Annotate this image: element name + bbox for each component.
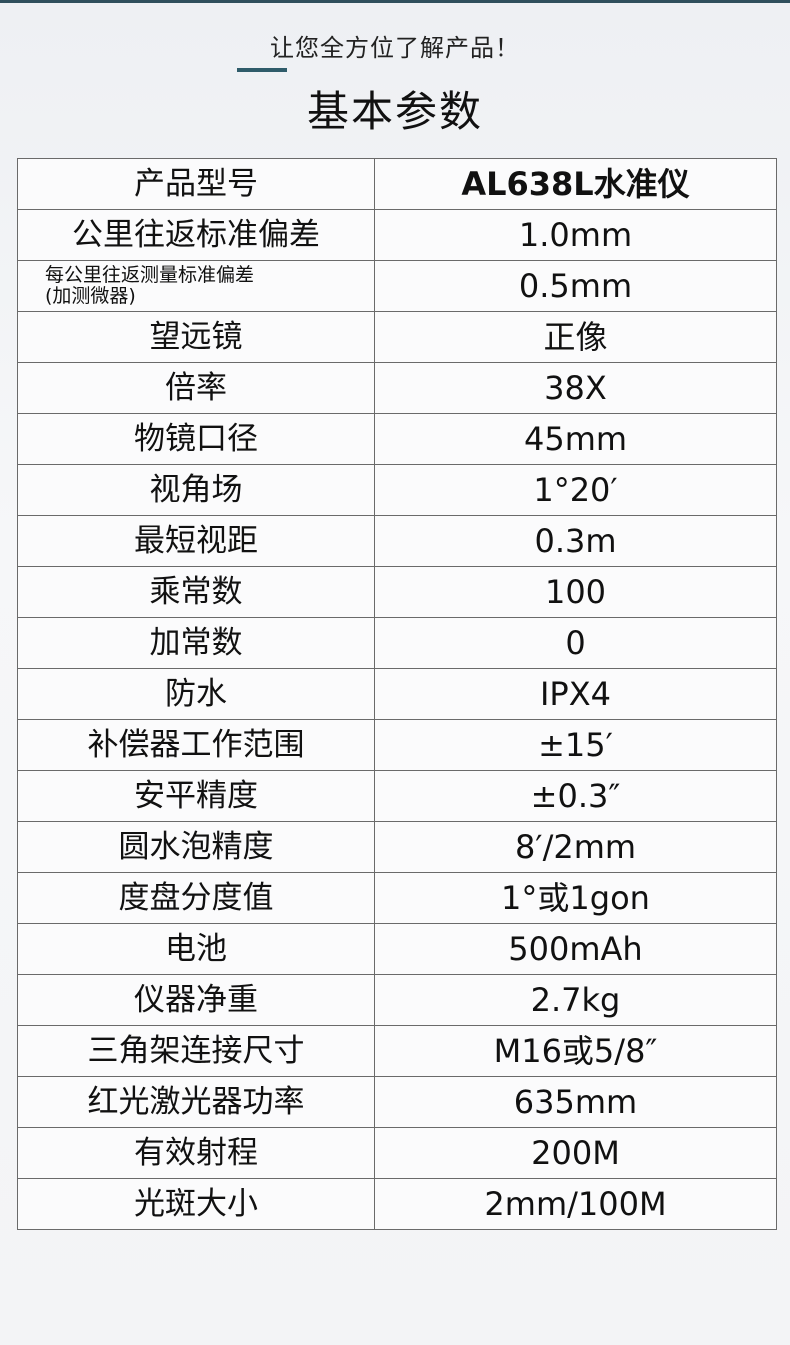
table-row: 安平精度 ±0.3″ [17, 770, 777, 822]
subtitle: 让您全方位了解产品！ [270, 34, 520, 62]
spec-label: 视角场 [17, 464, 375, 516]
table-row: 每公里往返测量标准偏差 (加测微器) 0.5mm [17, 260, 777, 312]
spec-value: AL638L水准仪 [374, 158, 777, 210]
spec-value: 38X [374, 362, 777, 414]
spec-label: 仪器净重 [17, 974, 375, 1026]
table-row: 有效射程 200M [17, 1127, 777, 1179]
table-row: 最短视距 0.3m [17, 515, 777, 567]
spec-label: 圆水泡精度 [17, 821, 375, 873]
top-border [0, 0, 790, 3]
table-row: 加常数 0 [17, 617, 777, 669]
table-row: 视角场 1°20′ [17, 464, 777, 516]
spec-value: 2mm/100M [374, 1178, 777, 1230]
spec-label: 有效射程 [17, 1127, 375, 1179]
page-title: 基本参数 [306, 87, 483, 136]
spec-label: 公里往返标准偏差 [17, 209, 375, 261]
spec-value: 0.3m [374, 515, 777, 567]
spec-label: 补偿器工作范围 [17, 719, 375, 771]
divider [237, 68, 287, 72]
table-row: 红光激光器功率 635mm [17, 1076, 777, 1128]
spec-label: 红光激光器功率 [17, 1076, 375, 1128]
spec-value: M16或5/8″ [374, 1025, 777, 1077]
spec-value: ±0.3″ [374, 770, 777, 822]
spec-value: 0 [374, 617, 777, 669]
table-row: 三角架连接尺寸 M16或5/8″ [17, 1025, 777, 1077]
table-row: 产品型号 AL638L水准仪 [17, 158, 777, 210]
spec-label: 每公里往返测量标准偏差 (加测微器) [17, 260, 375, 312]
spec-label-line: 每公里往返测量标准偏差 [45, 264, 255, 287]
spec-label: 最短视距 [17, 515, 375, 567]
spec-value: 1°20′ [374, 464, 777, 516]
spec-value: ±15′ [374, 719, 777, 771]
spec-value: 1.0mm [374, 209, 777, 261]
spec-value: 2.7kg [374, 974, 777, 1026]
spec-label: 物镜口径 [17, 413, 375, 465]
spec-label-note: (加测微器) [45, 285, 136, 307]
spec-label: 安平精度 [17, 770, 375, 822]
spec-value: 正像 [374, 311, 777, 363]
table-row: 仪器净重 2.7kg [17, 974, 777, 1026]
spec-label: 望远镜 [17, 311, 375, 363]
table-row: 乘常数 100 [17, 566, 777, 618]
spec-table: 产品型号 AL638L水准仪 公里往返标准偏差 1.0mm 每公里往返测量标准偏差 (加测… [17, 158, 777, 1230]
spec-label: 电池 [17, 923, 375, 975]
spec-label: 乘常数 [17, 566, 375, 618]
table-row: 光斑大小 2mm/100M [17, 1178, 777, 1230]
spec-label: 三角架连接尺寸 [17, 1025, 375, 1077]
spec-value: IPX4 [374, 668, 777, 720]
spec-value: 45mm [374, 413, 777, 465]
spec-label: 防水 [17, 668, 375, 720]
spec-value: 200M [374, 1127, 777, 1179]
spec-value: 1°或1gon [374, 872, 777, 924]
table-row: 电池 500mAh [17, 923, 777, 975]
spec-label: 产品型号 [17, 158, 375, 210]
spec-value: 0.5mm [374, 260, 777, 312]
table-row: 物镜口径 45mm [17, 413, 777, 465]
table-row: 度盘分度值 1°或1gon [17, 872, 777, 924]
spec-value: 500mAh [374, 923, 777, 975]
spec-value: 100 [374, 566, 777, 618]
table-row: 倍率 38X [17, 362, 777, 414]
spec-value: 8′/2mm [374, 821, 777, 873]
table-row: 望远镜 正像 [17, 311, 777, 363]
spec-label: 度盘分度值 [17, 872, 375, 924]
spec-label: 倍率 [17, 362, 375, 414]
spec-label: 光斑大小 [17, 1178, 375, 1230]
table-row: 补偿器工作范围 ±15′ [17, 719, 777, 771]
table-row: 公里往返标准偏差 1.0mm [17, 209, 777, 261]
table-row: 防水 IPX4 [17, 668, 777, 720]
spec-label: 加常数 [17, 617, 375, 669]
spec-value: 635mm [374, 1076, 777, 1128]
table-row: 圆水泡精度 8′/2mm [17, 821, 777, 873]
